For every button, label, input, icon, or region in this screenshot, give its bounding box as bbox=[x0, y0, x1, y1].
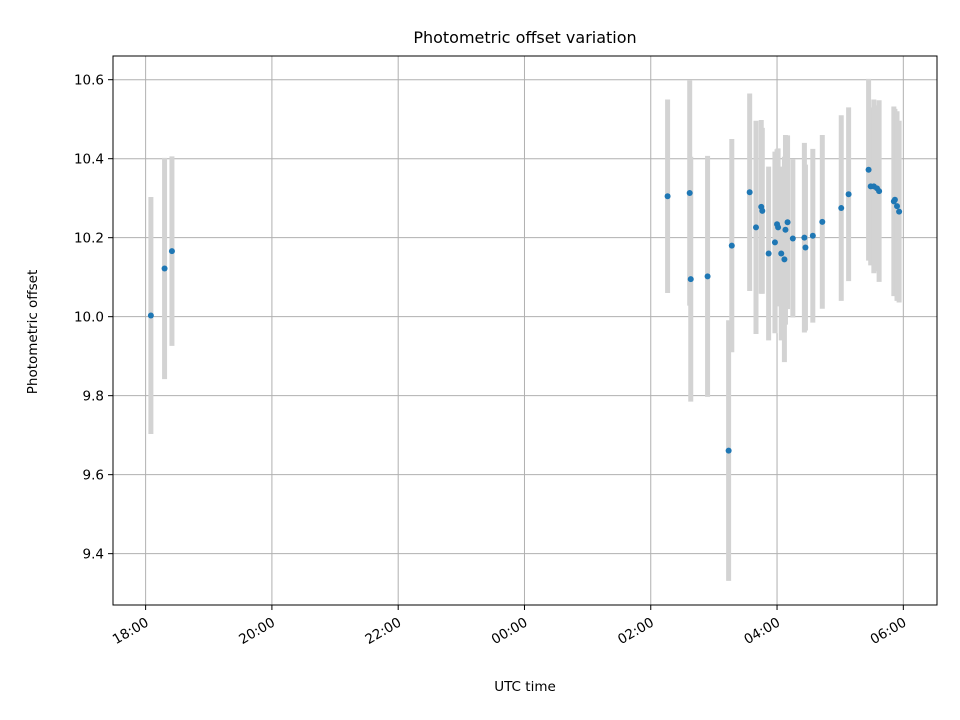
errorbars bbox=[148, 78, 902, 581]
x-tick-label: 22:00 bbox=[362, 615, 404, 648]
data-point bbox=[845, 191, 852, 198]
x-tick-label: 20:00 bbox=[236, 615, 278, 648]
data-point bbox=[876, 188, 883, 195]
data-point bbox=[896, 208, 903, 215]
data-point bbox=[865, 166, 872, 173]
data-point bbox=[686, 190, 693, 197]
y-tick-label: 10.0 bbox=[74, 310, 104, 326]
data-point bbox=[894, 203, 901, 210]
data-point bbox=[147, 312, 154, 319]
y-axis-ticks: 9.4 9.6 9.8 10.0 10.2 10.4 10.6 bbox=[74, 73, 113, 563]
x-tick-label: 06:00 bbox=[868, 615, 910, 648]
x-tick-label: 18:00 bbox=[110, 615, 152, 648]
data-point bbox=[778, 250, 785, 257]
data-point bbox=[161, 265, 168, 272]
data-point bbox=[809, 232, 816, 239]
data-point bbox=[765, 250, 772, 257]
data-points bbox=[147, 166, 903, 454]
y-tick-label: 10.6 bbox=[74, 73, 104, 89]
grid bbox=[113, 56, 937, 605]
data-point bbox=[891, 196, 898, 203]
data-point bbox=[781, 256, 788, 263]
y-tick-label: 9.6 bbox=[83, 468, 104, 484]
y-tick-label: 9.8 bbox=[83, 389, 104, 405]
y-tick-label: 10.2 bbox=[74, 231, 104, 247]
data-point bbox=[759, 207, 766, 214]
x-tick-label: 04:00 bbox=[741, 615, 783, 648]
data-point bbox=[725, 447, 732, 454]
data-point bbox=[838, 205, 845, 212]
data-point bbox=[664, 193, 671, 200]
data-point bbox=[746, 189, 753, 196]
data-point bbox=[752, 224, 759, 231]
x-tick-label: 00:00 bbox=[489, 615, 531, 648]
data-point bbox=[771, 239, 778, 246]
data-point bbox=[687, 276, 694, 283]
data-point bbox=[784, 219, 791, 226]
y-tick-label: 10.4 bbox=[74, 152, 104, 168]
data-point bbox=[819, 218, 826, 225]
x-axis-label: UTC time bbox=[494, 679, 556, 695]
data-point bbox=[801, 234, 808, 241]
chart-title: Photometric offset variation bbox=[413, 28, 636, 47]
data-point bbox=[775, 224, 782, 231]
y-axis-label: Photometric offset bbox=[25, 270, 41, 394]
x-axis-ticks: 18:00 20:00 22:00 00:00 02:00 04:00 06:00 bbox=[110, 605, 909, 648]
data-point bbox=[789, 235, 796, 242]
y-tick-label: 9.4 bbox=[83, 547, 104, 563]
data-point bbox=[704, 273, 711, 280]
data-point bbox=[782, 226, 789, 233]
data-point bbox=[168, 248, 175, 255]
plot-frame bbox=[112, 55, 938, 606]
x-tick-label: 02:00 bbox=[615, 615, 657, 648]
data-point bbox=[728, 242, 735, 249]
data-point bbox=[802, 244, 809, 251]
